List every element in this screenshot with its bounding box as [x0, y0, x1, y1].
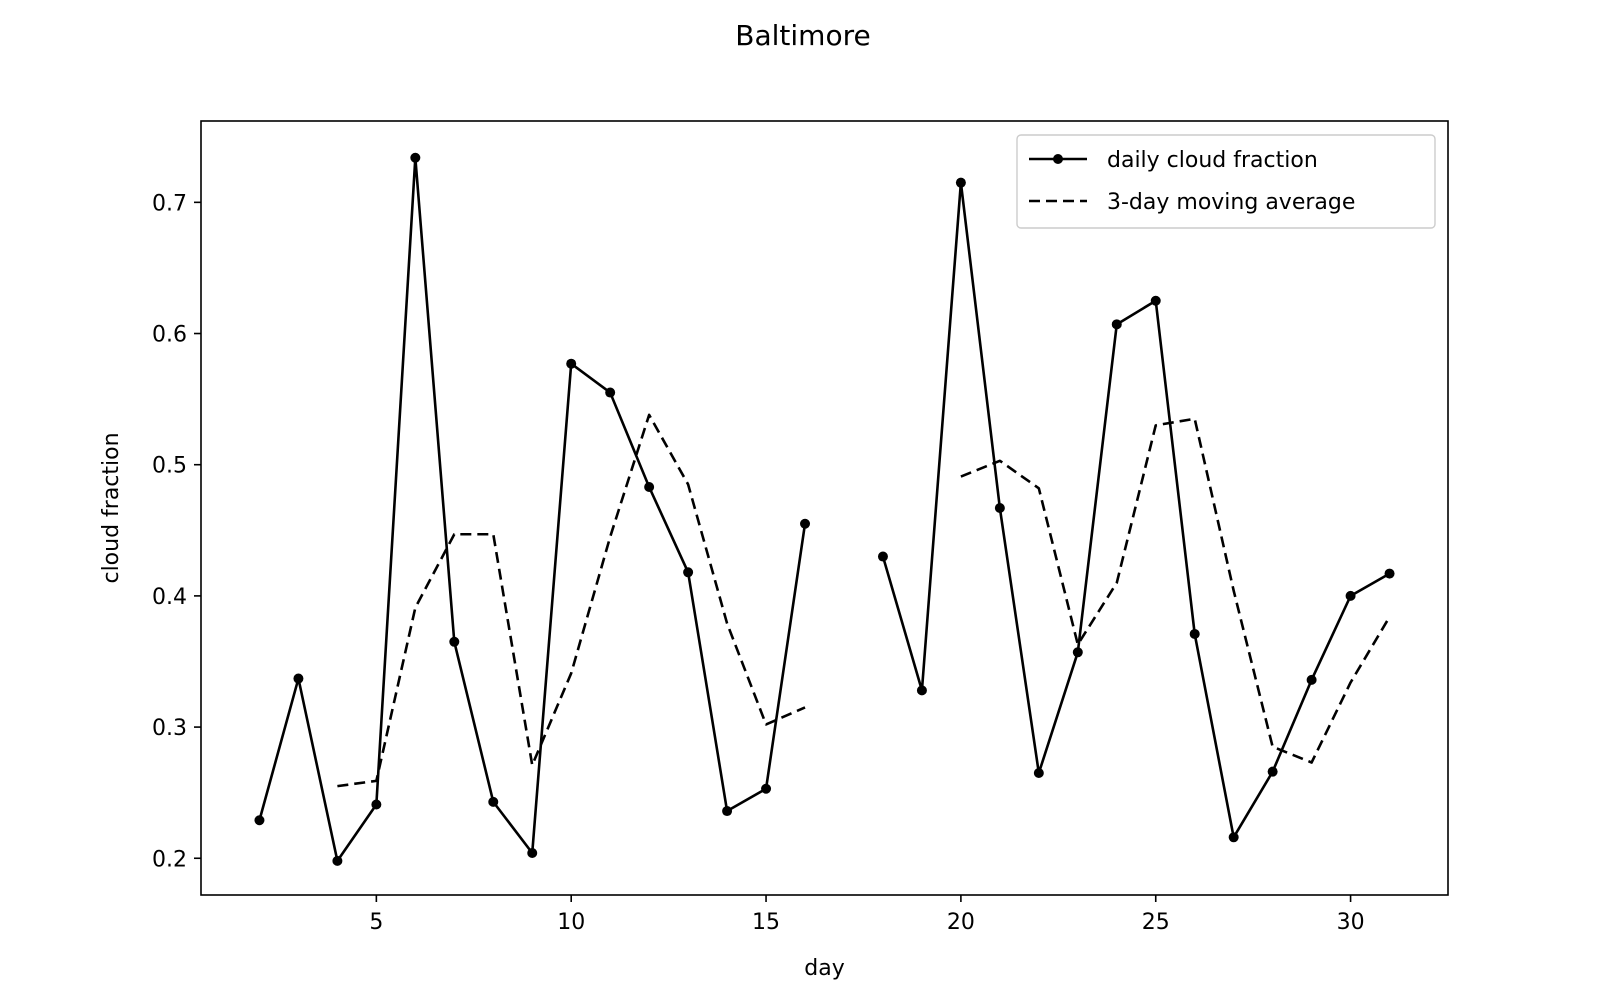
y-tick-label: 0.7 [152, 191, 187, 216]
series-daily-cloud-fraction [254, 152, 1395, 866]
y-tick-label: 0.2 [152, 847, 187, 872]
data-point [605, 387, 616, 398]
x-tick-label: 25 [1142, 910, 1170, 935]
series-line [337, 413, 806, 788]
data-point [254, 815, 265, 826]
data-point [644, 482, 655, 493]
chart-title: Baltimore [735, 19, 870, 52]
data-point [371, 799, 382, 810]
y-tick-label: 0.6 [152, 323, 187, 348]
legend-marker [1053, 154, 1063, 164]
x-tick-label: 30 [1337, 910, 1365, 935]
data-point [1033, 767, 1044, 778]
data-point [1267, 766, 1278, 777]
data-point [410, 152, 421, 163]
data-point [527, 848, 538, 859]
data-point [1189, 628, 1200, 639]
legend-label: 3-day moving average [1107, 190, 1355, 215]
data-point [566, 358, 577, 369]
plot-area [254, 152, 1395, 866]
legend-item: daily cloud fraction [1029, 148, 1318, 173]
data-point [994, 503, 1005, 513]
data-point [916, 685, 927, 696]
y-axis: 0.2 0.3 0.4 0.5 0.6 0.7 [152, 191, 201, 872]
data-point [1111, 319, 1122, 330]
data-point [800, 518, 811, 529]
x-axis: 5 10 15 20 25 30 [369, 895, 1365, 935]
y-tick-label: 0.3 [152, 716, 187, 741]
data-point [293, 673, 304, 684]
data-point [449, 636, 460, 647]
data-point [761, 783, 772, 794]
x-tick-label: 15 [752, 910, 780, 935]
legend-label: daily cloud fraction [1107, 148, 1318, 173]
data-point [722, 806, 733, 817]
data-point [332, 855, 343, 866]
data-point [877, 551, 888, 562]
data-point [1345, 590, 1356, 601]
legend-box [1016, 134, 1436, 229]
x-tick-label: 10 [557, 910, 585, 935]
data-point [1384, 568, 1395, 579]
data-point [488, 796, 499, 807]
data-point [1072, 647, 1083, 658]
series-line [960, 417, 1391, 764]
plot-frame [200, 120, 1449, 896]
data-point [1228, 832, 1239, 843]
data-point [683, 567, 694, 578]
legend-item: 3-day moving average [1029, 190, 1355, 215]
data-point [1150, 295, 1161, 306]
series-moving-average [337, 413, 1391, 788]
data-point [1306, 674, 1317, 685]
x-tick-label: 5 [369, 910, 383, 935]
y-tick-label: 0.5 [152, 454, 187, 479]
x-tick-label: 20 [947, 910, 975, 935]
legend: daily cloud fraction 3-day moving average [1016, 134, 1436, 229]
series-line [881, 181, 1391, 839]
y-axis-label: cloud fraction [99, 432, 124, 583]
x-axis-label: day [804, 956, 844, 981]
y-tick-label: 0.4 [152, 585, 187, 610]
data-point [955, 177, 966, 188]
